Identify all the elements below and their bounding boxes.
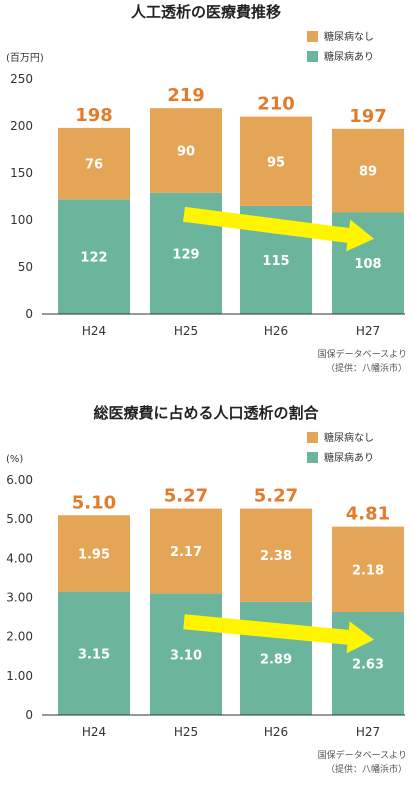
legend-label-0: 糖尿病なし — [324, 431, 374, 444]
chart-title: 総医療費に占める人口透析の割合 — [93, 404, 319, 422]
x-tick-label: H26 — [264, 324, 288, 338]
total-label: 5.27 — [164, 486, 208, 507]
bar-segment-without-diabetes — [58, 515, 130, 592]
total-label: 197 — [349, 106, 387, 127]
x-tick-label: H24 — [82, 725, 106, 739]
bar-segment-without-diabetes — [240, 116, 312, 206]
x-tick-label: H27 — [356, 725, 380, 739]
total-label: 219 — [167, 85, 205, 106]
y-tick-label: 50 — [18, 260, 33, 274]
bar-segment-without-diabetes — [332, 128, 404, 213]
y-tick-label: 150 — [10, 166, 33, 180]
y-tick-label: 5.00 — [6, 512, 33, 526]
bar-segment-with-diabetes — [58, 591, 130, 715]
source-note-line-2: （提供：八幡浜市） — [326, 362, 407, 374]
total-label: 5.27 — [254, 486, 298, 507]
data-label-with-diabetes: 2.63 — [352, 657, 384, 672]
x-tick-label: H26 — [264, 725, 288, 739]
bar-segment-with-diabetes — [150, 593, 222, 715]
unit-label: (%) — [6, 454, 23, 465]
data-label-with-diabetes: 129 — [172, 247, 199, 262]
bar-segment-without-diabetes — [58, 127, 130, 200]
unit-label: (百万円) — [6, 52, 44, 64]
chart-panel-dialysis-share: 総医療費に占める人口透析の割合 (%) 糖尿病なし糖尿病あり 0 1.00 2.00 3.0… — [0, 401, 413, 802]
y-tick-label: 250 — [10, 72, 33, 86]
legend-swatch-0 — [307, 31, 318, 42]
source-note-line-1: 国保データベースより — [318, 348, 407, 360]
data-label-with-diabetes: 3.10 — [170, 648, 202, 663]
trend-arrow — [183, 206, 374, 252]
chart-title: 人工透析の医療費推移 — [131, 3, 281, 21]
x-tick-label: H25 — [174, 725, 198, 739]
y-tick-label: 4.00 — [6, 551, 33, 565]
bar-segment-without-diabetes — [150, 508, 222, 594]
data-label-with-diabetes: 115 — [262, 254, 289, 269]
data-label-without-diabetes: 2.17 — [170, 545, 202, 560]
data-label-with-diabetes: 122 — [80, 251, 107, 266]
bar-segment-without-diabetes — [150, 108, 222, 193]
bar-segment-with-diabetes — [240, 601, 312, 715]
data-label-without-diabetes: 2.38 — [260, 549, 292, 564]
source-note-line-2: （提供：八幡浜市） — [326, 763, 407, 775]
y-tick-label: 0 — [25, 307, 33, 321]
legend-swatch-1 — [307, 51, 318, 62]
legend-label-1: 糖尿病あり — [324, 50, 374, 63]
bar-segment-with-diabetes — [58, 199, 130, 314]
data-label-with-diabetes: 108 — [354, 257, 381, 272]
bar-segment-without-diabetes — [332, 526, 404, 612]
trend-arrow — [183, 614, 374, 654]
total-label: 198 — [75, 105, 113, 126]
y-tick-label: 6.00 — [6, 473, 33, 487]
bar-segment-without-diabetes — [240, 508, 312, 602]
y-tick-label: 3.00 — [6, 591, 33, 605]
legend-swatch-0 — [307, 432, 318, 443]
source-note-line-1: 国保データベースより — [318, 749, 407, 761]
data-label-with-diabetes: 2.89 — [260, 652, 292, 667]
total-label: 5.10 — [72, 492, 116, 513]
data-label-without-diabetes: 2.18 — [352, 563, 384, 578]
total-label: 4.81 — [346, 504, 390, 525]
data-label-without-diabetes: 76 — [85, 158, 103, 173]
legend-label-1: 糖尿病あり — [324, 451, 374, 464]
data-label-without-diabetes: 89 — [359, 165, 377, 180]
data-label-without-diabetes: 1.95 — [78, 547, 110, 562]
chart-panel-dialysis-cost: 人工透析の医療費推移 (百万円) 糖尿病なし糖尿病あり 0 50 100 150 200 250… — [6, 3, 407, 374]
y-tick-label: 100 — [10, 213, 33, 227]
data-label-without-diabetes: 90 — [177, 144, 195, 159]
legend-label-0: 糖尿病なし — [324, 30, 374, 43]
data-label-without-diabetes: 95 — [267, 155, 285, 170]
total-label: 210 — [257, 94, 295, 115]
data-label-with-diabetes: 3.15 — [78, 647, 110, 662]
y-tick-label: 200 — [10, 119, 33, 133]
x-tick-label: H25 — [174, 324, 198, 338]
y-tick-label: 0 — [25, 708, 33, 722]
x-tick-label: H27 — [356, 324, 380, 338]
y-tick-label: 2.00 — [6, 630, 33, 644]
y-tick-label: 1.00 — [6, 669, 33, 683]
legend-swatch-1 — [307, 452, 318, 463]
x-tick-label: H24 — [82, 324, 106, 338]
bar-segment-with-diabetes — [332, 611, 404, 715]
